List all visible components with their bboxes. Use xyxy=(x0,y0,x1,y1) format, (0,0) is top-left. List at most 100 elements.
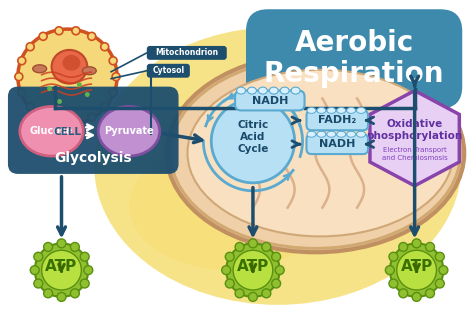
Circle shape xyxy=(235,243,244,251)
Ellipse shape xyxy=(18,29,117,124)
Circle shape xyxy=(80,252,89,261)
Text: ATP: ATP xyxy=(237,259,269,274)
Ellipse shape xyxy=(188,70,453,236)
Text: Citric
Acid
Cycle: Citric Acid Cycle xyxy=(237,120,269,154)
Text: Cytosol: Cytosol xyxy=(152,66,184,75)
Text: FADH₂: FADH₂ xyxy=(318,115,356,125)
Ellipse shape xyxy=(98,107,160,156)
Circle shape xyxy=(18,57,26,65)
Circle shape xyxy=(385,266,394,274)
Ellipse shape xyxy=(20,107,83,156)
Circle shape xyxy=(211,99,295,183)
Circle shape xyxy=(72,27,80,35)
FancyBboxPatch shape xyxy=(235,91,304,111)
FancyBboxPatch shape xyxy=(307,111,368,130)
Text: Mitochondrion: Mitochondrion xyxy=(155,48,219,57)
Circle shape xyxy=(275,266,284,274)
Circle shape xyxy=(272,279,281,288)
FancyBboxPatch shape xyxy=(8,87,179,174)
Circle shape xyxy=(85,92,90,97)
Circle shape xyxy=(100,43,109,51)
Text: ATP: ATP xyxy=(401,259,433,274)
Text: NADH: NADH xyxy=(252,96,288,106)
Circle shape xyxy=(109,57,117,65)
Ellipse shape xyxy=(167,54,464,252)
Text: CELL: CELL xyxy=(54,127,82,137)
FancyBboxPatch shape xyxy=(246,9,462,109)
Circle shape xyxy=(389,252,398,261)
Circle shape xyxy=(55,119,63,126)
Circle shape xyxy=(18,89,26,96)
Text: ATP: ATP xyxy=(46,259,78,274)
Ellipse shape xyxy=(63,55,81,71)
Ellipse shape xyxy=(337,108,346,113)
Ellipse shape xyxy=(346,108,356,113)
Circle shape xyxy=(248,239,257,248)
Circle shape xyxy=(439,266,448,274)
Circle shape xyxy=(84,266,93,274)
Circle shape xyxy=(435,252,444,261)
FancyBboxPatch shape xyxy=(147,64,190,78)
Circle shape xyxy=(262,243,271,251)
Ellipse shape xyxy=(52,50,87,84)
Ellipse shape xyxy=(237,87,246,94)
Circle shape xyxy=(235,289,244,298)
Ellipse shape xyxy=(327,131,336,137)
Circle shape xyxy=(42,250,82,290)
Circle shape xyxy=(272,252,281,261)
Ellipse shape xyxy=(82,67,96,75)
Ellipse shape xyxy=(307,108,316,113)
Circle shape xyxy=(100,103,109,111)
Circle shape xyxy=(26,43,34,51)
Circle shape xyxy=(262,289,271,298)
Ellipse shape xyxy=(171,58,460,248)
Circle shape xyxy=(30,266,39,274)
Text: Glycolysis: Glycolysis xyxy=(55,151,132,165)
Circle shape xyxy=(57,99,62,104)
Ellipse shape xyxy=(346,131,356,137)
Circle shape xyxy=(88,32,96,40)
Circle shape xyxy=(399,243,408,251)
Circle shape xyxy=(109,89,117,96)
Circle shape xyxy=(39,113,47,121)
Circle shape xyxy=(399,289,408,298)
Circle shape xyxy=(412,239,421,248)
Ellipse shape xyxy=(129,141,328,270)
Ellipse shape xyxy=(269,87,278,94)
Circle shape xyxy=(26,103,34,111)
Circle shape xyxy=(426,243,435,251)
Polygon shape xyxy=(370,91,459,186)
Circle shape xyxy=(397,250,437,290)
Circle shape xyxy=(435,279,444,288)
Circle shape xyxy=(390,243,443,297)
FancyBboxPatch shape xyxy=(147,46,227,60)
Circle shape xyxy=(248,292,257,301)
Ellipse shape xyxy=(317,131,326,137)
Circle shape xyxy=(34,279,43,288)
Text: Oxidative
phosphorylation: Oxidative phosphorylation xyxy=(366,119,463,141)
Ellipse shape xyxy=(356,131,365,137)
Circle shape xyxy=(233,250,273,290)
Ellipse shape xyxy=(337,131,346,137)
Circle shape xyxy=(72,119,80,126)
Ellipse shape xyxy=(258,87,267,94)
Ellipse shape xyxy=(291,87,300,94)
Ellipse shape xyxy=(247,87,256,94)
Circle shape xyxy=(44,243,53,251)
Circle shape xyxy=(71,243,79,251)
Circle shape xyxy=(412,292,421,301)
Circle shape xyxy=(44,289,53,298)
Circle shape xyxy=(389,279,398,288)
Text: Pyruvate: Pyruvate xyxy=(104,126,154,136)
Text: Glucose: Glucose xyxy=(30,126,73,136)
Ellipse shape xyxy=(317,108,326,113)
Circle shape xyxy=(57,292,66,301)
Circle shape xyxy=(47,86,52,91)
Circle shape xyxy=(426,289,435,298)
Circle shape xyxy=(39,32,47,40)
Circle shape xyxy=(77,82,82,87)
Ellipse shape xyxy=(280,87,289,94)
Circle shape xyxy=(35,243,88,297)
Circle shape xyxy=(57,239,66,248)
Circle shape xyxy=(222,266,231,274)
